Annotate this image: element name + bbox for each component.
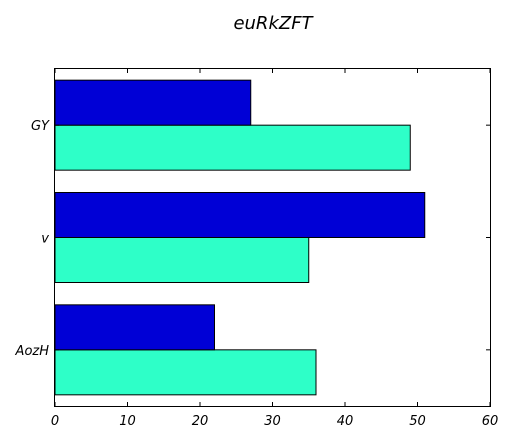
bar-v-series-2 [54, 192, 426, 238]
bars-group [54, 79, 426, 396]
y-tick-label: GY [31, 119, 50, 134]
plot-frame [54, 68, 491, 407]
x-tick-label: 10 [119, 414, 136, 429]
chart-title: euRkZFT [233, 13, 314, 34]
bar-GY-series-2 [54, 79, 252, 126]
y-tick-label: v [41, 232, 49, 247]
x-tick-label: 50 [409, 414, 426, 429]
x-tick-label: 20 [192, 414, 209, 429]
x-tick-label: 0 [51, 414, 59, 429]
x-tick-label: 30 [264, 414, 281, 429]
bar-v-series-1 [54, 237, 310, 283]
bar-GY-series-1 [54, 124, 411, 171]
x-tick-label: 60 [482, 414, 499, 429]
y-tick-label: AozH [15, 344, 50, 359]
bar-AozH-series-2 [54, 304, 215, 351]
x-axis: 0 10 20 30 40 50 60 [51, 69, 498, 429]
y-axis: AozH v GY [15, 119, 490, 359]
x-tick-label: 40 [337, 414, 354, 429]
bar-AozH-series-1 [54, 349, 317, 396]
